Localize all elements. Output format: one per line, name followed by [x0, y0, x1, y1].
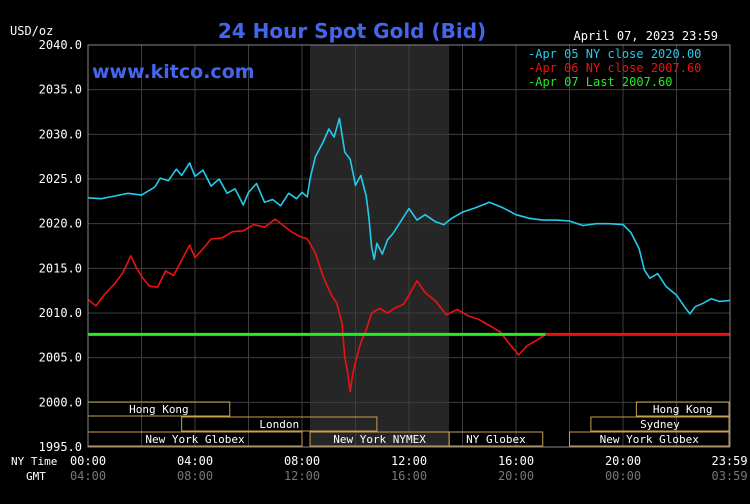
y-tick-label: 2040.0 [39, 38, 82, 52]
chart-title: 24 Hour Spot Gold (Bid) [218, 19, 486, 43]
x-tick-label-ny: 20:00 [605, 454, 641, 468]
y-tick-label: 2020.0 [39, 217, 82, 231]
legend-entry: -Apr 05 NY close 2020.00 [528, 47, 701, 61]
x-tick-label-ny: 23:59 [711, 454, 747, 468]
session-label: NY Globex [466, 433, 526, 446]
unit-label: USD/oz [10, 24, 53, 38]
x-tick-label-gmt: 00:00 [605, 469, 641, 483]
session-label: Hong Kong [653, 403, 713, 416]
x-axis-label-ny: NY Time [11, 455, 57, 468]
series-line-apr-05 [87, 117, 730, 315]
trading-sessions: Hong Kong Hong Kong London Sydney New York G… [87, 401, 730, 447]
session-box [569, 431, 730, 447]
x-tick-label-ny: 16:00 [498, 454, 534, 468]
plot-border [87, 44, 731, 448]
x-tick-label-gmt: 20:00 [498, 469, 534, 483]
price-series [87, 117, 730, 393]
session-label: Sydney [640, 418, 680, 431]
legend-entry: -Apr 07 Last 2007.60 [528, 75, 673, 89]
session-label: New York NYMEX [333, 433, 426, 446]
y-tick-label: 2030.0 [39, 127, 82, 141]
x-tick-label-ny: 08:00 [284, 454, 320, 468]
x-tick-label-gmt: 08:00 [177, 469, 213, 483]
session-box [635, 401, 730, 417]
y-tick-label: 2025.0 [39, 172, 82, 186]
grid [88, 44, 730, 448]
x-tick-label-gmt: 16:00 [391, 469, 427, 483]
nymex-hours-band [310, 45, 450, 447]
session-box [448, 431, 544, 447]
session-box [181, 416, 378, 432]
session-box [590, 416, 730, 432]
datetime-stamp: April 07, 2023 23:59 [574, 29, 719, 43]
x-tick-label-gmt: 12:00 [284, 469, 320, 483]
session-label: New York Globex [145, 433, 245, 446]
y-axis-ticks: 2040.0 2035.0 2030.0 2025.0 2020.0 2015.0 2010… [39, 38, 82, 454]
x-tick-label-gmt: 03:59 [711, 469, 747, 483]
x-axis-label-gmt: GMT [26, 470, 46, 483]
legend: -Apr 05 NY close 2020.00-Apr 06 NY close… [528, 47, 701, 89]
session-label: Hong Kong [129, 403, 189, 416]
session-label: New York Globex [600, 433, 700, 446]
session-label: London [259, 418, 299, 431]
watermark: www.kitco.com [92, 61, 255, 83]
y-tick-label: 2015.0 [39, 261, 82, 275]
series-line-apr-06 [87, 218, 546, 393]
y-tick-label: 2005.0 [39, 351, 82, 365]
y-tick-label: 1995.0 [39, 440, 82, 454]
x-tick-label-gmt: 04:00 [70, 469, 106, 483]
x-tick-label-ny: 04:00 [177, 454, 213, 468]
y-tick-label: 2010.0 [39, 306, 82, 320]
x-tick-label-ny: 00:00 [70, 454, 106, 468]
x-tick-label-ny: 12:00 [391, 454, 427, 468]
y-tick-label: 2035.0 [39, 83, 82, 97]
legend-entry: -Apr 06 NY close 2007.60 [528, 61, 701, 75]
y-tick-label: 2000.0 [39, 395, 82, 409]
x-axis-ticks: 00:0004:0004:0008:0008:0012:0012:0016:00… [70, 454, 748, 483]
